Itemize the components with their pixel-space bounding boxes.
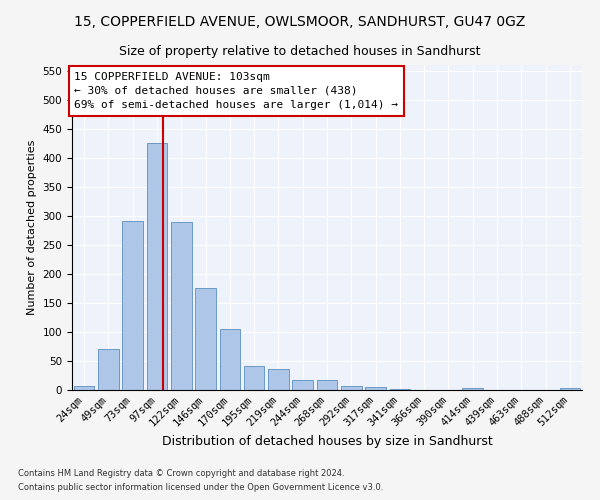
Bar: [171, 222, 191, 390]
Bar: [244, 366, 265, 390]
Y-axis label: Number of detached properties: Number of detached properties: [27, 140, 37, 315]
X-axis label: Distribution of detached houses by size in Sandhurst: Distribution of detached houses by size …: [161, 436, 493, 448]
Bar: [220, 329, 240, 390]
Bar: [560, 388, 580, 390]
Bar: [317, 380, 337, 390]
Bar: [122, 220, 143, 390]
Bar: [389, 389, 410, 390]
Text: Contains public sector information licensed under the Open Government Licence v3: Contains public sector information licen…: [18, 484, 383, 492]
Text: Contains HM Land Registry data © Crown copyright and database right 2024.: Contains HM Land Registry data © Crown c…: [18, 468, 344, 477]
Bar: [74, 386, 94, 390]
Text: 15 COPPERFIELD AVENUE: 103sqm
← 30% of detached houses are smaller (438)
69% of : 15 COPPERFIELD AVENUE: 103sqm ← 30% of d…: [74, 72, 398, 110]
Bar: [195, 288, 216, 390]
Text: 15, COPPERFIELD AVENUE, OWLSMOOR, SANDHURST, GU47 0GZ: 15, COPPERFIELD AVENUE, OWLSMOOR, SANDHU…: [74, 15, 526, 29]
Bar: [146, 144, 167, 390]
Bar: [341, 386, 362, 390]
Bar: [98, 350, 119, 390]
Bar: [463, 388, 483, 390]
Bar: [365, 387, 386, 390]
Bar: [268, 368, 289, 390]
Text: Size of property relative to detached houses in Sandhurst: Size of property relative to detached ho…: [119, 45, 481, 58]
Bar: [292, 380, 313, 390]
